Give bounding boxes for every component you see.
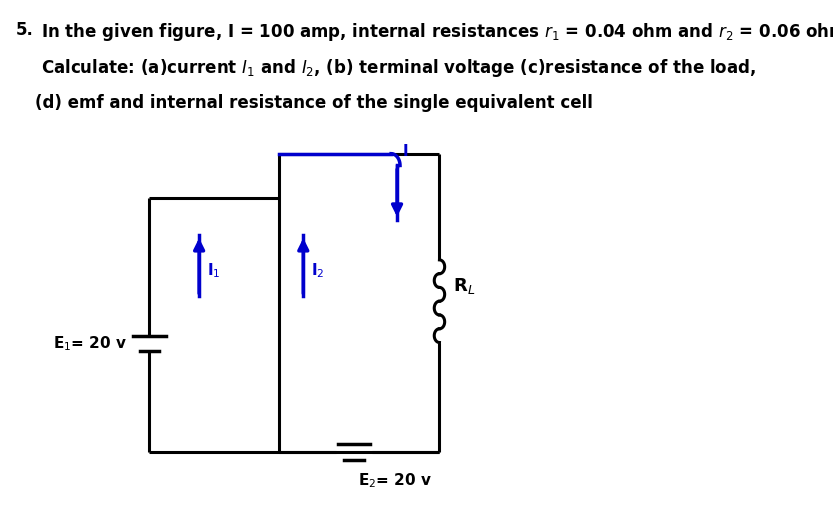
Text: 5.: 5. (15, 21, 33, 39)
Text: E$_2$= 20 v: E$_2$= 20 v (357, 472, 431, 490)
Text: (d) emf and internal resistance of the single equivalent cell: (d) emf and internal resistance of the s… (35, 94, 593, 112)
Text: Calculate: (a)current $I_1$ and $I_2$, (b) terminal voltage (c)resistance of the: Calculate: (a)current $I_1$ and $I_2$, (… (42, 57, 756, 79)
Text: R$_L$: R$_L$ (453, 276, 475, 297)
Text: I$_2$: I$_2$ (311, 262, 324, 280)
Text: E$_1$= 20 v: E$_1$= 20 v (52, 334, 127, 353)
Text: I: I (403, 143, 409, 159)
Text: I$_1$: I$_1$ (207, 262, 220, 280)
Text: In the given figure, I = 100 amp, internal resistances $r_1$ = 0.04 ohm and $r_2: In the given figure, I = 100 amp, intern… (42, 21, 833, 43)
